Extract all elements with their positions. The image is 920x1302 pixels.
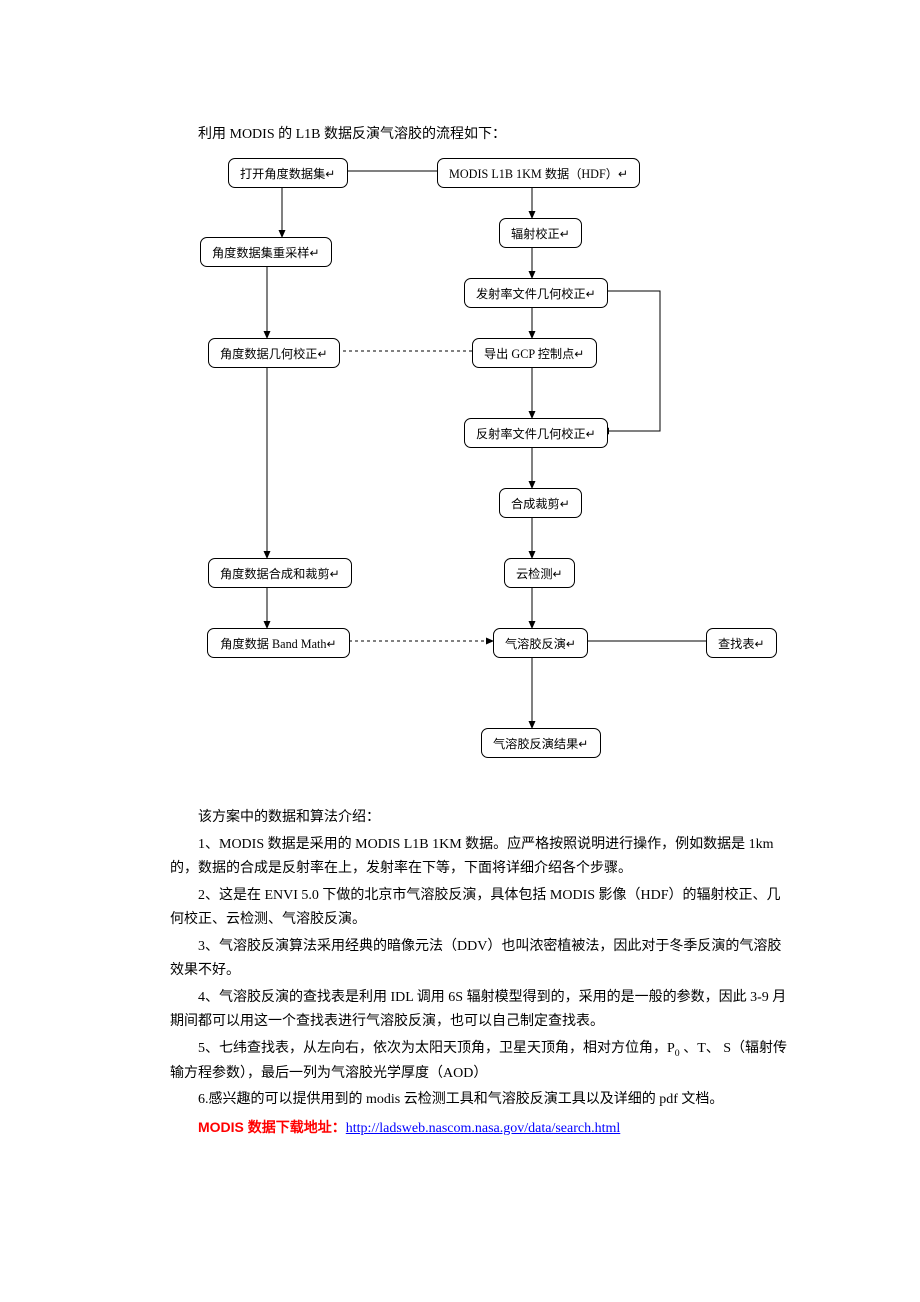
para-2: 2、这是在 ENVI 5.0 下做的北京市气溶胶反演，具体包括 MODIS 影像… [170,884,790,933]
para-5: 5、七纬查找表，从左向右，依次为太阳天顶角，卫星天顶角，相对方位角，P0 、T、… [170,1037,790,1086]
node-n_angle_geo: 角度数据几何校正↵ [208,338,340,368]
node-n_bandmath: 角度数据 Band Math↵ [207,628,350,658]
download-link[interactable]: http://ladsweb.nascom.nasa.gov/data/sear… [346,1121,620,1136]
body-intro: 该方案中的数据和算法介绍： [170,806,790,831]
node-n_lut: 查找表↵ [706,628,777,658]
para-4: 4、气溶胶反演的查找表是利用 IDL 调用 6S 辐射模型得到的，采用的是一般的… [170,986,790,1035]
para-3: 3、气溶胶反演算法采用经典的暗像元法（DDV）也叫浓密植被法，因此对于冬季反演的… [170,935,790,984]
node-n_cloud: 云检测↵ [504,558,575,588]
node-n_ref_geo: 反射率文件几何校正↵ [464,418,608,448]
node-n_emiss_geo: 发射率文件几何校正↵ [464,278,608,308]
intro-text: 利用 MODIS 的 L1B 数据反演气溶胶的流程如下： [170,124,790,146]
para-6: 6.感兴趣的可以提供用到的 modis 云检测工具和气溶胶反演工具以及详细的 p… [170,1088,790,1113]
flowchart: 打开角度数据集↵ MODIS L1B 1KM 数据（HDF）↵ 辐射校正↵ 角度数据集… [200,158,790,798]
para-1: 1、MODIS 数据是采用的 MODIS L1B 1KM 数据。应严格按照说明进… [170,833,790,882]
node-n_gcp: 导出 GCP 控制点↵ [472,338,597,368]
download-label: MODIS 数据下载地址： [198,1119,346,1135]
download-line: MODIS 数据下载地址：http://ladsweb.nascom.nasa.… [170,1115,790,1142]
node-n_radcal: 辐射校正↵ [499,218,582,248]
node-n_resample: 角度数据集重采样↵ [200,237,332,267]
node-n_modis: MODIS L1B 1KM 数据（HDF）↵ [437,158,640,188]
node-n_open_angle: 打开角度数据集↵ [228,158,348,188]
node-n_angle_clip: 角度数据合成和裁剪↵ [208,558,352,588]
node-n_clip: 合成裁剪↵ [499,488,582,518]
para-5a: 5、七纬查找表，从左向右，依次为太阳天顶角，卫星天顶角，相对方位角，P [198,1041,675,1056]
node-n_aod: 气溶胶反演↵ [493,628,588,658]
edge-n_emiss_geo-n_ref_geo [602,291,660,431]
node-n_result: 气溶胶反演结果↵ [481,728,601,758]
